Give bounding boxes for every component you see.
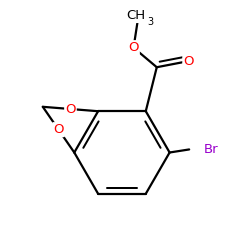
Text: O: O xyxy=(128,41,139,54)
Text: Br: Br xyxy=(204,143,218,156)
Text: O: O xyxy=(65,102,76,116)
Text: CH: CH xyxy=(126,10,146,22)
Text: O: O xyxy=(183,54,194,68)
Text: O: O xyxy=(53,123,64,136)
Text: 3: 3 xyxy=(147,17,153,27)
